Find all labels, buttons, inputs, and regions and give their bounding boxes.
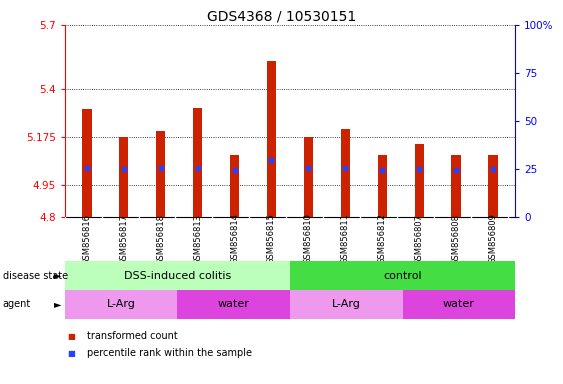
Text: GSM856818: GSM856818 — [156, 214, 165, 265]
Bar — [414, 144, 424, 217]
Bar — [65, 290, 177, 319]
Bar — [177, 290, 290, 319]
Text: GSM856810: GSM856810 — [304, 214, 313, 265]
Text: GSM856808: GSM856808 — [452, 214, 461, 265]
Text: percentile rank within the sample: percentile rank within the sample — [87, 348, 252, 358]
Bar — [230, 155, 239, 217]
Bar — [156, 131, 166, 217]
Text: GSM856814: GSM856814 — [230, 214, 239, 265]
Bar — [341, 129, 350, 217]
Text: ■: ■ — [68, 331, 75, 341]
Text: GDS4368 / 10530151: GDS4368 / 10530151 — [207, 10, 356, 23]
Text: disease state: disease state — [3, 270, 68, 281]
Text: GSM856809: GSM856809 — [489, 214, 498, 265]
Text: GSM856807: GSM856807 — [415, 214, 424, 265]
Bar — [119, 137, 128, 217]
Text: GSM856811: GSM856811 — [341, 214, 350, 265]
Text: GSM856816: GSM856816 — [82, 214, 91, 265]
Bar — [65, 261, 290, 290]
Bar — [290, 261, 515, 290]
Text: control: control — [383, 270, 422, 281]
Text: GSM856815: GSM856815 — [267, 214, 276, 265]
Text: water: water — [443, 299, 475, 310]
Text: DSS-induced colitis: DSS-induced colitis — [124, 270, 231, 281]
Text: water: water — [218, 299, 249, 310]
Bar — [82, 109, 92, 217]
Text: ►: ► — [55, 299, 62, 310]
Bar — [290, 290, 403, 319]
Text: ►: ► — [55, 270, 62, 281]
Bar — [488, 155, 498, 217]
Bar — [452, 155, 461, 217]
Text: ■: ■ — [68, 349, 75, 358]
Bar — [267, 61, 276, 217]
Bar — [378, 155, 387, 217]
Bar — [304, 137, 313, 217]
Text: L-Arg: L-Arg — [106, 299, 136, 310]
Bar — [193, 108, 202, 217]
Bar — [403, 290, 515, 319]
Text: GSM856812: GSM856812 — [378, 214, 387, 265]
Text: agent: agent — [3, 299, 31, 310]
Text: L-Arg: L-Arg — [332, 299, 361, 310]
Text: transformed count: transformed count — [87, 331, 178, 341]
Text: GSM856817: GSM856817 — [119, 214, 128, 265]
Text: GSM856813: GSM856813 — [193, 214, 202, 265]
